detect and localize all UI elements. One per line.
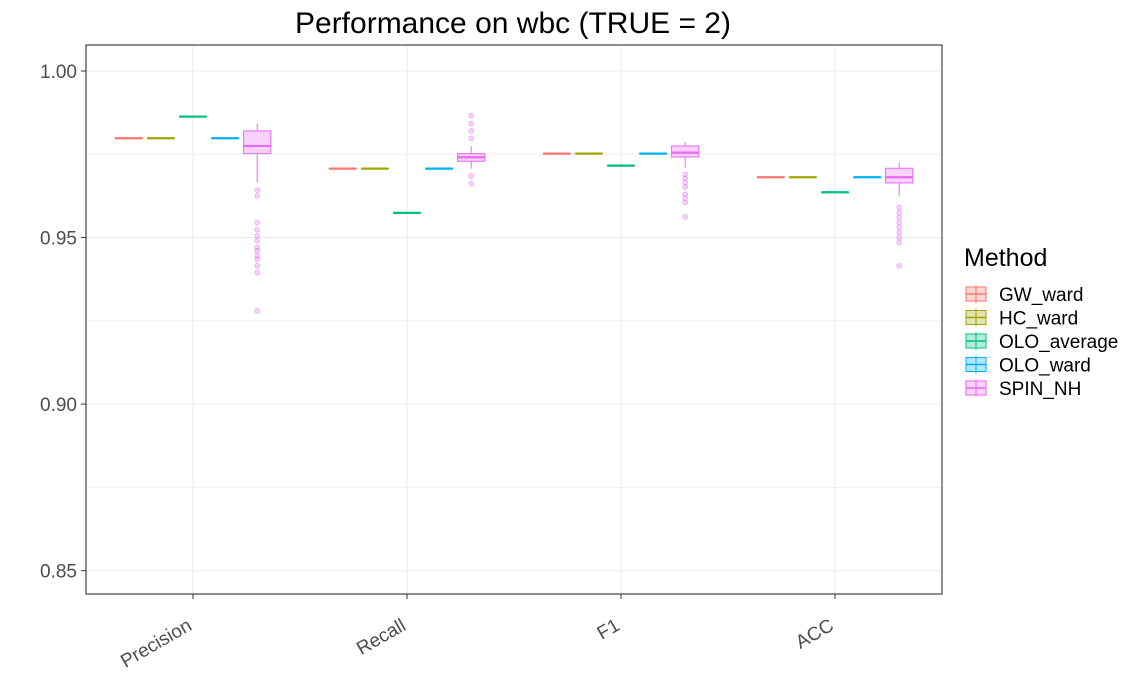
series-OLO_average [178,115,850,214]
outlier-point [896,204,902,211]
legend-label: OLO_ward [999,356,1091,377]
outlier-point [468,173,475,179]
x-tick-label-f1: F1 [594,615,624,644]
series-OLO_ward [210,137,882,179]
legend-label: GW_ward [999,285,1083,306]
outlier-point [682,179,688,186]
outlier-point [896,224,902,231]
plot-panel: 0.85 0.90 0.95 1.00 Precision Recall F1 ACC [40,44,943,672]
box-body [885,167,914,184]
outlier-point [254,187,261,194]
outlier-point [896,219,902,226]
y-tick-label: 0.95 [40,229,77,250]
legend-item-OLO_average: OLO_average [965,332,1118,353]
chart-title: Performance on wbc (TRUE = 2) [295,7,731,40]
outlier-point [896,214,902,221]
outlier-point [254,269,261,276]
panel-border [85,44,943,595]
outlier-point [254,308,261,314]
box-SPIN_NH-Recall [457,112,486,187]
legend-item-GW_ward: GW_ward [965,285,1083,306]
outlier-point [254,193,261,199]
outlier-point [682,214,688,220]
outlier-point [682,199,688,206]
box-SPIN_NH-Precision [243,123,272,314]
box-body [243,130,272,155]
box-SPIN_NH-ACC [885,162,914,269]
outlier-point [682,175,688,182]
x-tick-label-precision: Precision [117,615,195,672]
x-tick-label-recall: Recall [353,615,409,660]
outlier-point [254,256,261,263]
outlier-point [254,238,261,244]
legend-title: Method [964,244,1047,272]
series-HC_ward [146,137,818,179]
series-SPIN_NH [243,112,914,314]
box-body [671,145,700,158]
outlier-point [468,120,475,127]
outlier-point [254,248,261,254]
series-GW_ward [114,137,785,179]
legend-label: HC_ward [999,309,1078,330]
outlier-point [682,195,688,202]
outlier-point [682,184,688,190]
outlier-point [896,209,902,216]
outlier-point [896,229,902,236]
outlier-point [896,239,902,246]
outlier-point [468,135,475,142]
x-tick-label-acc: ACC [792,615,837,653]
y-tick-label: 0.85 [40,562,77,583]
legend-item-SPIN_NH: SPIN_NH [965,379,1081,400]
legend-item-HC_ward: HC_ward [965,308,1078,330]
outlier-point [896,234,902,241]
legend-item-OLO_ward: OLO_ward [965,355,1091,377]
outlier-point [254,233,261,239]
y-tick-label: 1.00 [40,62,77,83]
y-tick-label: 0.90 [40,395,77,416]
legend-label: SPIN_NH [999,379,1081,400]
outlier-point [682,191,688,198]
outlier-point [254,219,261,226]
outlier-point [682,171,688,178]
outlier-point [468,128,475,134]
outlier-point [468,112,475,119]
legend-label: OLO_average [999,332,1118,353]
box-SPIN_NH-F1 [671,141,700,220]
outlier-point [468,180,475,187]
outlier-point [254,263,261,269]
outlier-point [254,227,261,233]
outlier-point [896,263,902,269]
